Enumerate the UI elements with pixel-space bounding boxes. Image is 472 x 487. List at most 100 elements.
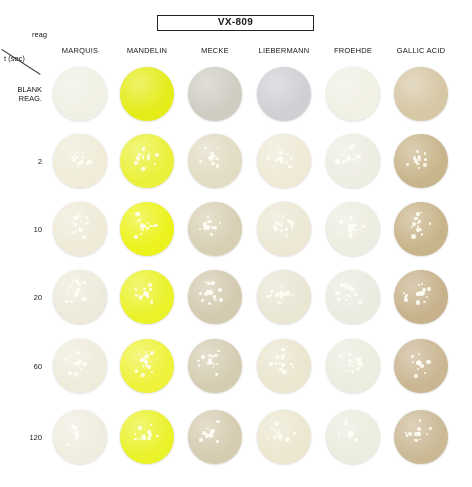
sample-grain (72, 433, 74, 436)
sample-grain (149, 351, 154, 355)
sample-grain (416, 361, 420, 365)
row-header: 2 (2, 157, 42, 166)
sample-grain (418, 360, 422, 365)
sample-grain (280, 362, 285, 367)
sample-grain (266, 156, 271, 160)
sample-grain (202, 225, 208, 230)
sample-grain (137, 353, 140, 356)
sample-grain (142, 224, 147, 229)
well-highlight (53, 270, 107, 324)
sample-grain (339, 232, 342, 235)
sample-grain (419, 294, 422, 297)
sample-grain (340, 282, 343, 285)
well-highlight (257, 410, 311, 464)
sample-grain (148, 432, 152, 436)
sample-grain (144, 351, 147, 354)
sample-grain (349, 363, 352, 366)
sample-grain (141, 155, 144, 158)
sample-grain (348, 234, 353, 238)
sample-grain (76, 151, 79, 155)
sample-grain (207, 219, 212, 224)
sample-grain (69, 286, 73, 289)
sample-grain (82, 156, 85, 159)
sample-grain (207, 301, 211, 306)
sample-grain (69, 299, 73, 303)
sample-grain (348, 302, 351, 305)
well-highlight (257, 339, 311, 393)
sample-grain (217, 349, 220, 353)
time-axis-label: t (sec) (4, 54, 25, 63)
sample-grain (273, 437, 276, 441)
sample-grain (417, 227, 420, 230)
sample-grain (77, 430, 80, 433)
sample-grain (138, 296, 143, 301)
sample-grain (419, 364, 424, 368)
row-header-line: 60 (33, 362, 42, 371)
sample-grain (291, 294, 293, 296)
sample-grain (212, 434, 215, 437)
sample-grain (348, 352, 352, 356)
sample-grain (74, 153, 77, 156)
sample-grain (77, 282, 82, 287)
column-header-froehde: FROEHDE (333, 46, 373, 55)
test-well (257, 339, 311, 393)
sample-grain (414, 432, 418, 436)
sample-grain (210, 428, 215, 434)
sample-grain (69, 154, 72, 157)
sample-grain (344, 421, 348, 425)
sample-grain (357, 364, 360, 366)
sample-grain (142, 364, 144, 367)
sample-grain (67, 443, 70, 446)
sample-grain (423, 371, 427, 375)
sample-grain (146, 226, 150, 230)
sample-grain (79, 292, 82, 295)
sample-grain (144, 359, 149, 364)
sample-grain (79, 160, 84, 165)
sample-grain (145, 291, 150, 297)
row-header: 120 (2, 433, 42, 442)
sample-grain (78, 215, 81, 218)
sample-grain (415, 438, 419, 442)
sample-grain (278, 433, 283, 439)
sample-grain (215, 156, 219, 160)
sample-grain (142, 434, 145, 436)
sample-grain (266, 437, 269, 440)
well-highlight (120, 270, 174, 324)
sample-grain (413, 217, 416, 220)
sample-grain (218, 222, 221, 225)
sample-grain (213, 225, 217, 229)
well-highlight (394, 202, 448, 256)
sample-grain (266, 294, 270, 299)
sample-grain (208, 290, 211, 293)
sample-grain (274, 429, 277, 431)
well-highlight (394, 67, 448, 121)
well-highlight (188, 67, 242, 121)
sample-grain (405, 432, 408, 435)
sample-grain (274, 362, 278, 366)
sample-grain (68, 157, 71, 160)
sample-grain (423, 300, 426, 304)
row-header: BLANK REAG. (2, 85, 42, 103)
sample-grain (348, 294, 352, 298)
well-highlight (120, 410, 174, 464)
sample-grain (291, 366, 294, 368)
sample-grain (270, 427, 273, 430)
well-highlight (326, 202, 380, 256)
sample-grain (206, 427, 210, 431)
sample-grain (137, 152, 142, 157)
sample-grain (85, 355, 88, 358)
test-well (257, 67, 311, 121)
sample-grain (140, 166, 145, 171)
sample-grain (347, 154, 350, 157)
sample-grain (358, 156, 361, 159)
sample-grain (145, 291, 148, 294)
well-highlight (188, 339, 242, 393)
test-well (188, 202, 242, 256)
sample-grain (288, 358, 291, 360)
sample-grain (354, 229, 357, 231)
sample-grain (282, 349, 284, 352)
sample-grain (277, 300, 281, 304)
column-header-mecke: MECKE (201, 46, 229, 55)
row-header-line: 120 (29, 433, 42, 442)
sample-grain (418, 363, 421, 367)
